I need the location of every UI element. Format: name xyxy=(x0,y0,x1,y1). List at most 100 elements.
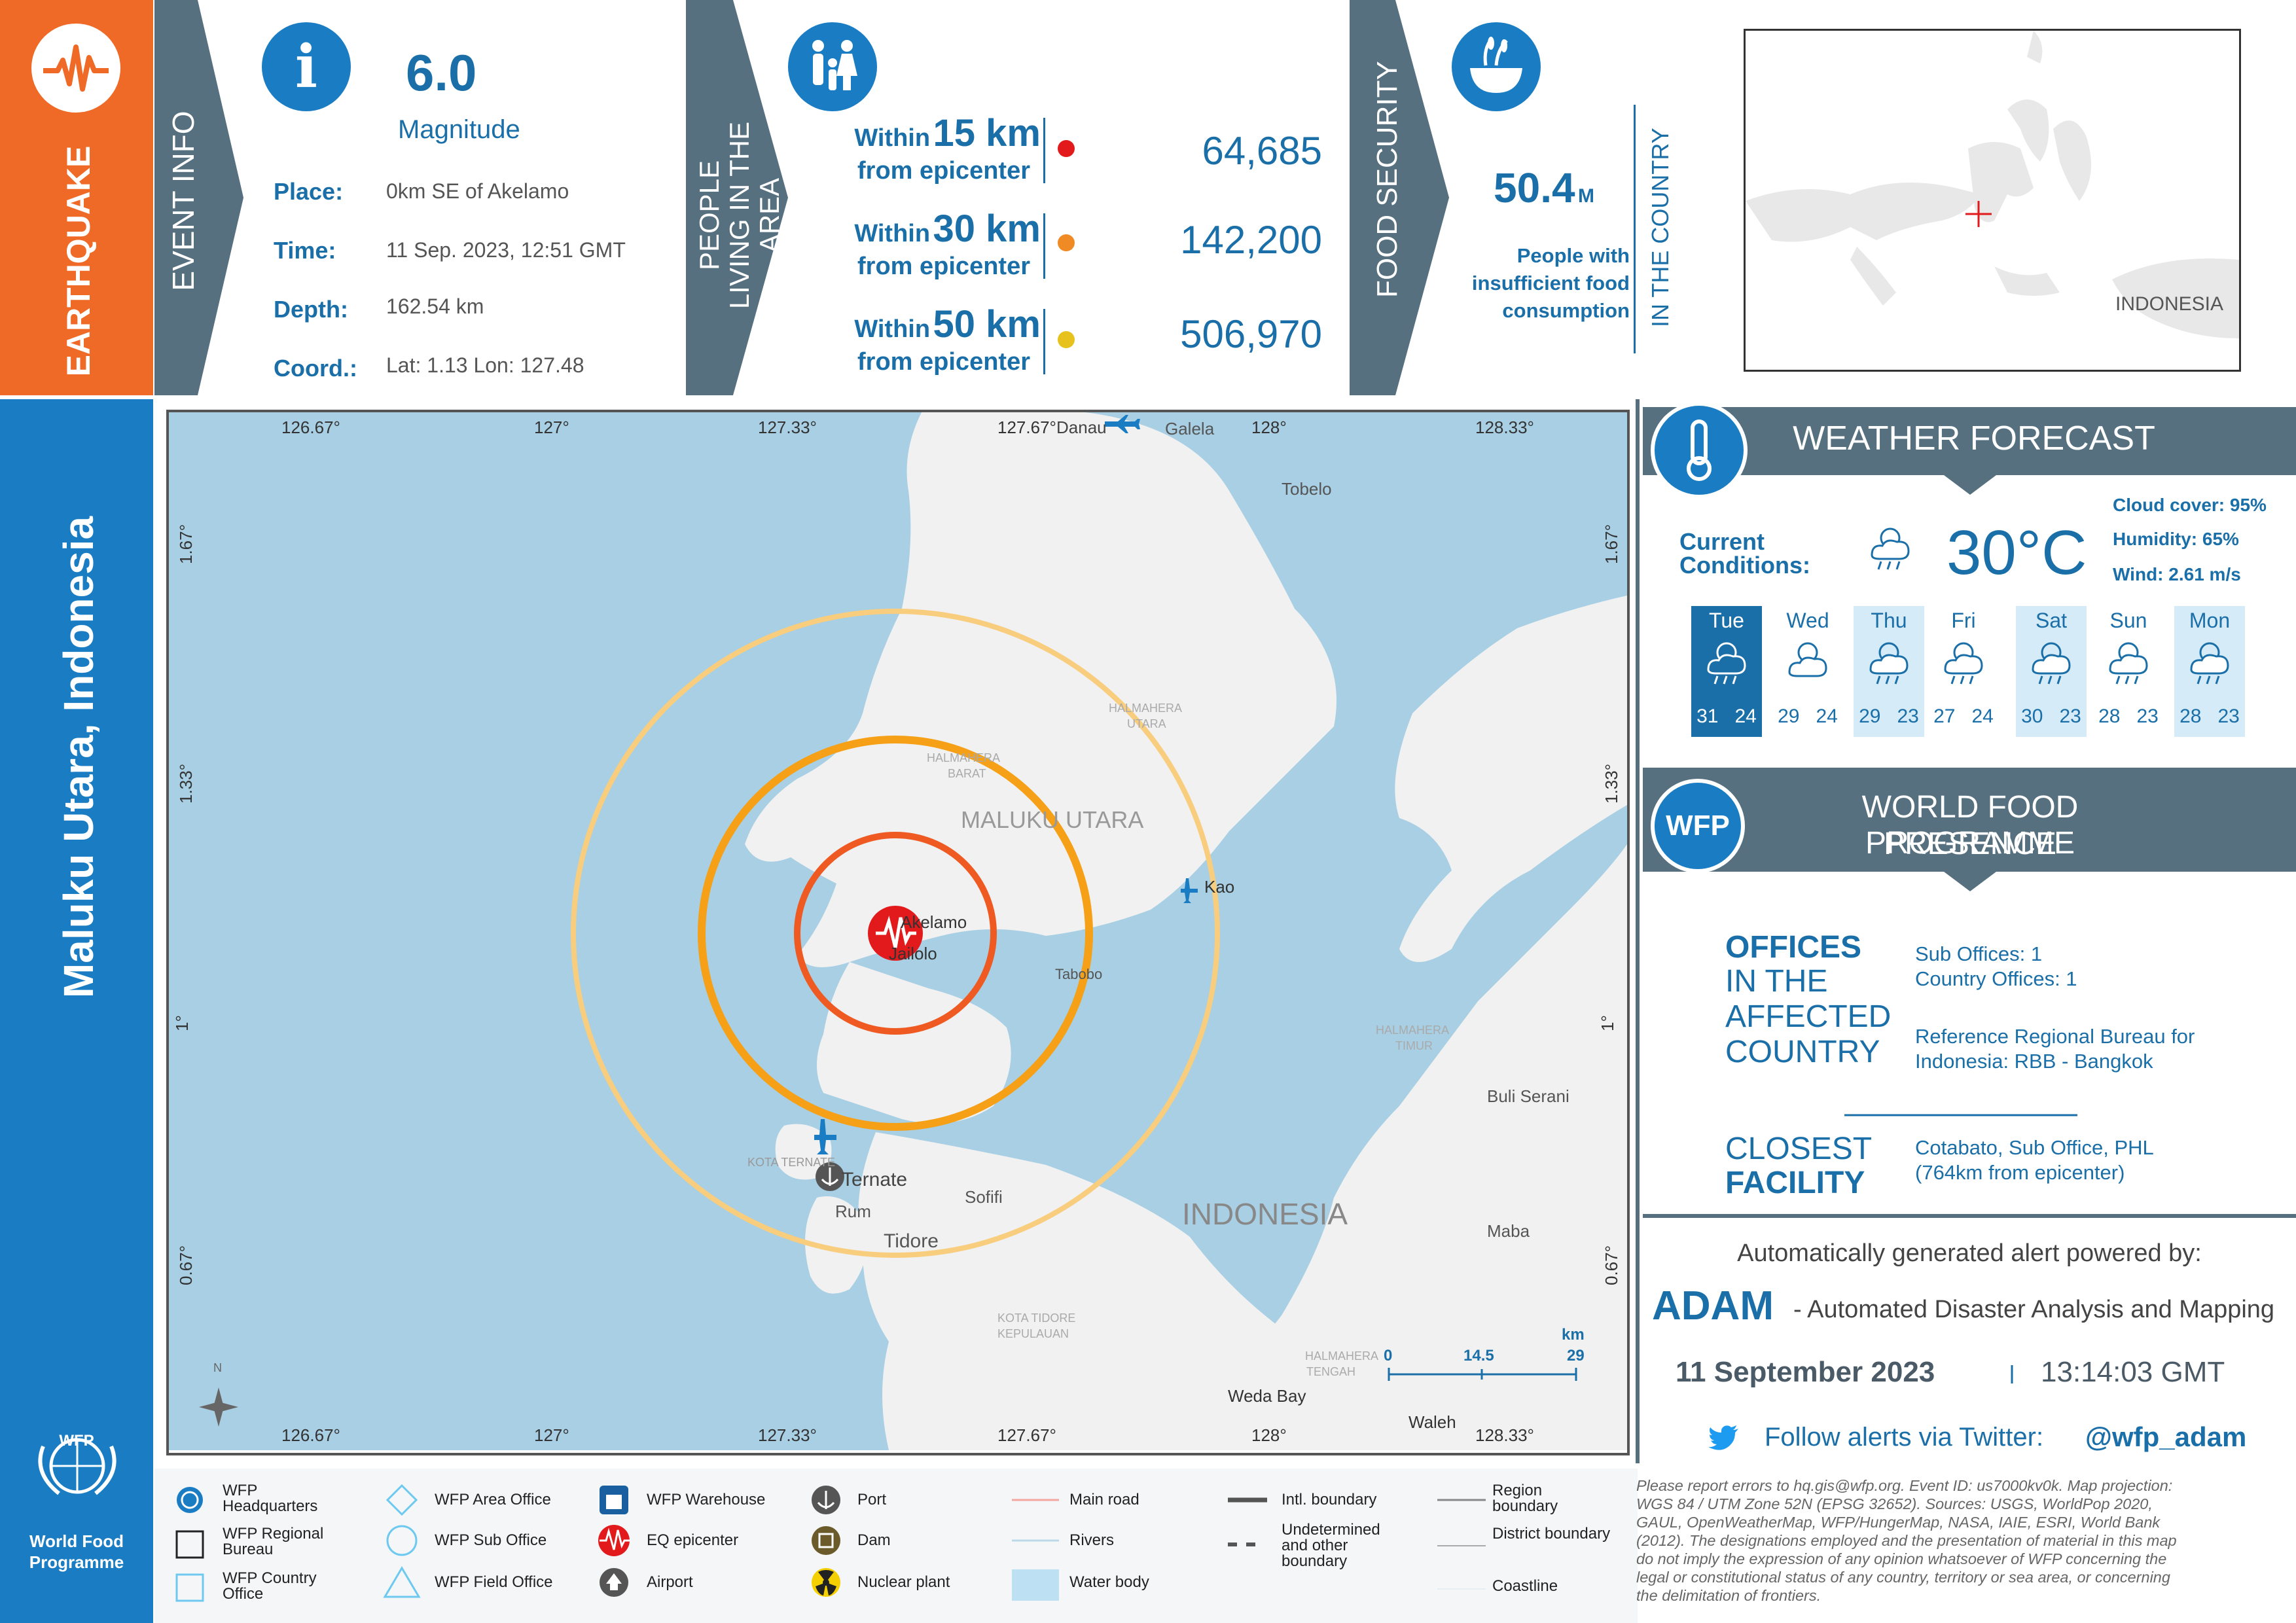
humidity: Humidity: 65% xyxy=(2113,529,2239,549)
forecast-day-name: Sun xyxy=(2109,609,2147,632)
rain-icon xyxy=(1707,642,1746,685)
airport-icon-danau xyxy=(1105,415,1140,433)
current-weather-icon xyxy=(1863,518,1918,573)
forecast-high: 30 xyxy=(2021,705,2043,727)
pop-km-3: 50 km xyxy=(933,303,1041,346)
country-offices: Country Offices: 1 xyxy=(1915,967,2077,990)
legend-rivers: Rivers xyxy=(1069,1531,1115,1549)
wfp-badge-icon: WFP xyxy=(1651,779,1745,873)
twitter-handle[interactable]: @wfp_adam xyxy=(2085,1421,2247,1452)
forecast-day-name: Thu xyxy=(1871,609,1907,632)
closest-facility-line-1: Cotabato, Sub Office, PHL xyxy=(1915,1136,2154,1159)
forecast-day-tue: Tue 31 24 xyxy=(1691,606,1762,737)
magnitude-value: 6.0 xyxy=(406,44,477,101)
offices-l3: AFFECTED xyxy=(1725,999,1892,1034)
forecast-day-thu: Thu 29 23 xyxy=(1854,606,1924,737)
wfp-badge-text: WFP xyxy=(1666,810,1730,842)
closest-facility-line-2: (764km from epicenter) xyxy=(1915,1161,2125,1184)
forecast-day-name: Mon xyxy=(2189,609,2231,632)
north-arrow-icon xyxy=(199,1387,238,1427)
food-unit: M xyxy=(1578,185,1595,207)
pop-value-2: 142,200 xyxy=(1180,218,1322,262)
food-desc: People with insufficient food consumptio… xyxy=(1471,244,1630,322)
rain-icon xyxy=(2109,642,2148,685)
pop-divider-3 xyxy=(1043,309,1045,374)
lon-tick-bottom-3: 127.33° xyxy=(758,1425,817,1445)
pop-from-3: from epicenter xyxy=(857,348,1030,376)
buffer-50km-ring xyxy=(571,609,1220,1258)
forecast-day-sun: Sun 28 23 xyxy=(2093,606,2164,737)
closest-l1: CLOSEST xyxy=(1725,1132,1873,1166)
forecast-day-name: Tue xyxy=(1709,609,1744,632)
lat-tick-right-3: 1° xyxy=(1597,1015,1617,1031)
pop-dot-2 xyxy=(1058,234,1075,251)
wfp-logo-text-1: WFP xyxy=(59,1432,94,1450)
place-indonesia: INDONESIA xyxy=(1182,1197,1348,1231)
place-buli-serani: Buli Serani xyxy=(1487,1086,1570,1106)
offices-l4: COUNTRY xyxy=(1725,1035,1880,1069)
lon-tick-bottom-1: 126.67° xyxy=(281,1425,340,1445)
place-halmahera-utara-1: HALMAHERA xyxy=(1109,702,1183,715)
header-chevrons xyxy=(154,0,1449,395)
forecast-high: 27 xyxy=(1933,705,1956,727)
legend-region: Region boundary xyxy=(1492,1483,1558,1514)
pop-value-3: 506,970 xyxy=(1180,312,1322,356)
lon-tick-top-1: 126.67° xyxy=(281,418,340,437)
forecast-low: 23 xyxy=(2059,705,2081,727)
forecast-low: 23 xyxy=(2217,705,2240,727)
scale-mid: 14.5 xyxy=(1463,1347,1494,1364)
lon-tick-top-5: 128° xyxy=(1251,418,1287,437)
rain-icon xyxy=(2032,642,2071,685)
legend-undetermined-3: boundary xyxy=(1282,1552,1348,1570)
pop-dot-1 xyxy=(1058,140,1075,157)
lat-tick-right-4: 0.67° xyxy=(1602,1245,1622,1286)
rbb-line-1: Reference Regional Bureau for xyxy=(1915,1025,2195,1048)
event-info-header: EVENT INFO xyxy=(166,111,200,291)
port-icon xyxy=(816,1162,844,1191)
rain-icon xyxy=(1869,642,1909,685)
wfp-presence-header-2: PRESENCE xyxy=(1883,827,2057,861)
legend-undetermined: Undetermined and other boundary xyxy=(1282,1522,1380,1569)
airport-icon-kao xyxy=(1181,878,1198,903)
wfp-presence-header-1: WORLD FOOD PROGRAMME xyxy=(1861,790,2079,861)
pop-dot-3 xyxy=(1058,331,1075,348)
disclaimer-line-6: legal or constitutional status of any co… xyxy=(1636,1569,2170,1586)
legend-undetermined-2: and other xyxy=(1282,1537,1348,1554)
depth-label: Depth: xyxy=(274,296,348,323)
legend-field-office: WFP Field Office xyxy=(435,1573,553,1591)
lon-tick-bottom-6: 128.33° xyxy=(1475,1425,1534,1445)
place-jailolo: Jailolo xyxy=(889,944,937,963)
place-label: Place: xyxy=(274,178,344,205)
pop-row-3: Within 50 km xyxy=(805,302,1041,346)
offices-l1: OFFICES xyxy=(1725,930,1862,965)
legend-region-1: Region xyxy=(1492,1482,1543,1499)
adam-desc: - Automated Disaster Analysis and Mappin… xyxy=(1793,1296,2275,1323)
food-value: 50.4 M xyxy=(1494,164,1594,212)
forecast-high: 28 xyxy=(2098,705,2121,727)
place-kota-tidore-1: KOTA TIDORE xyxy=(997,1311,1076,1325)
place-kota-ternate: KOTA TERNATE xyxy=(747,1156,836,1169)
place-tobelo: Tobelo xyxy=(1282,479,1332,499)
disclaimer-line-5: do not imply the expression of any opini… xyxy=(1636,1550,2167,1567)
adam-powered-by: Automatically generated alert powered by… xyxy=(1737,1240,2202,1267)
twitter-icon[interactable] xyxy=(1708,1425,1740,1452)
legend-undetermined-1: Undetermined xyxy=(1282,1521,1380,1539)
place-maba: Maba xyxy=(1487,1221,1530,1241)
pop-within-3: Within xyxy=(854,315,931,343)
forecast-high: 28 xyxy=(2179,705,2202,727)
lat-tick-left-1: 1.67° xyxy=(176,524,196,565)
map-canvas xyxy=(199,412,1627,1450)
follow-text: Follow alerts via Twitter: xyxy=(1765,1423,2044,1452)
lat-tick-right-2: 1.33° xyxy=(1602,763,1622,804)
population-header-1: PEOPLE LIVING IN THE AREA xyxy=(694,84,785,346)
people-icon xyxy=(788,22,877,111)
map-frame xyxy=(166,410,1630,1455)
forecast-day-fri: Fri 27 24 xyxy=(1928,606,1999,737)
place-halmahera-tengah-1: HALMAHERA xyxy=(1305,1349,1379,1363)
legend-co-1: WFP Country xyxy=(223,1569,317,1587)
disclaimer: Please report errors to hq.gis@wfp.org. … xyxy=(1636,1476,2291,1605)
forecast-day-wed: Wed 29 24 xyxy=(1772,606,1843,737)
legend-district: District boundary xyxy=(1492,1525,1611,1543)
lon-tick-top-6: 128.33° xyxy=(1475,418,1534,437)
scale-unit: km xyxy=(1562,1326,1585,1344)
